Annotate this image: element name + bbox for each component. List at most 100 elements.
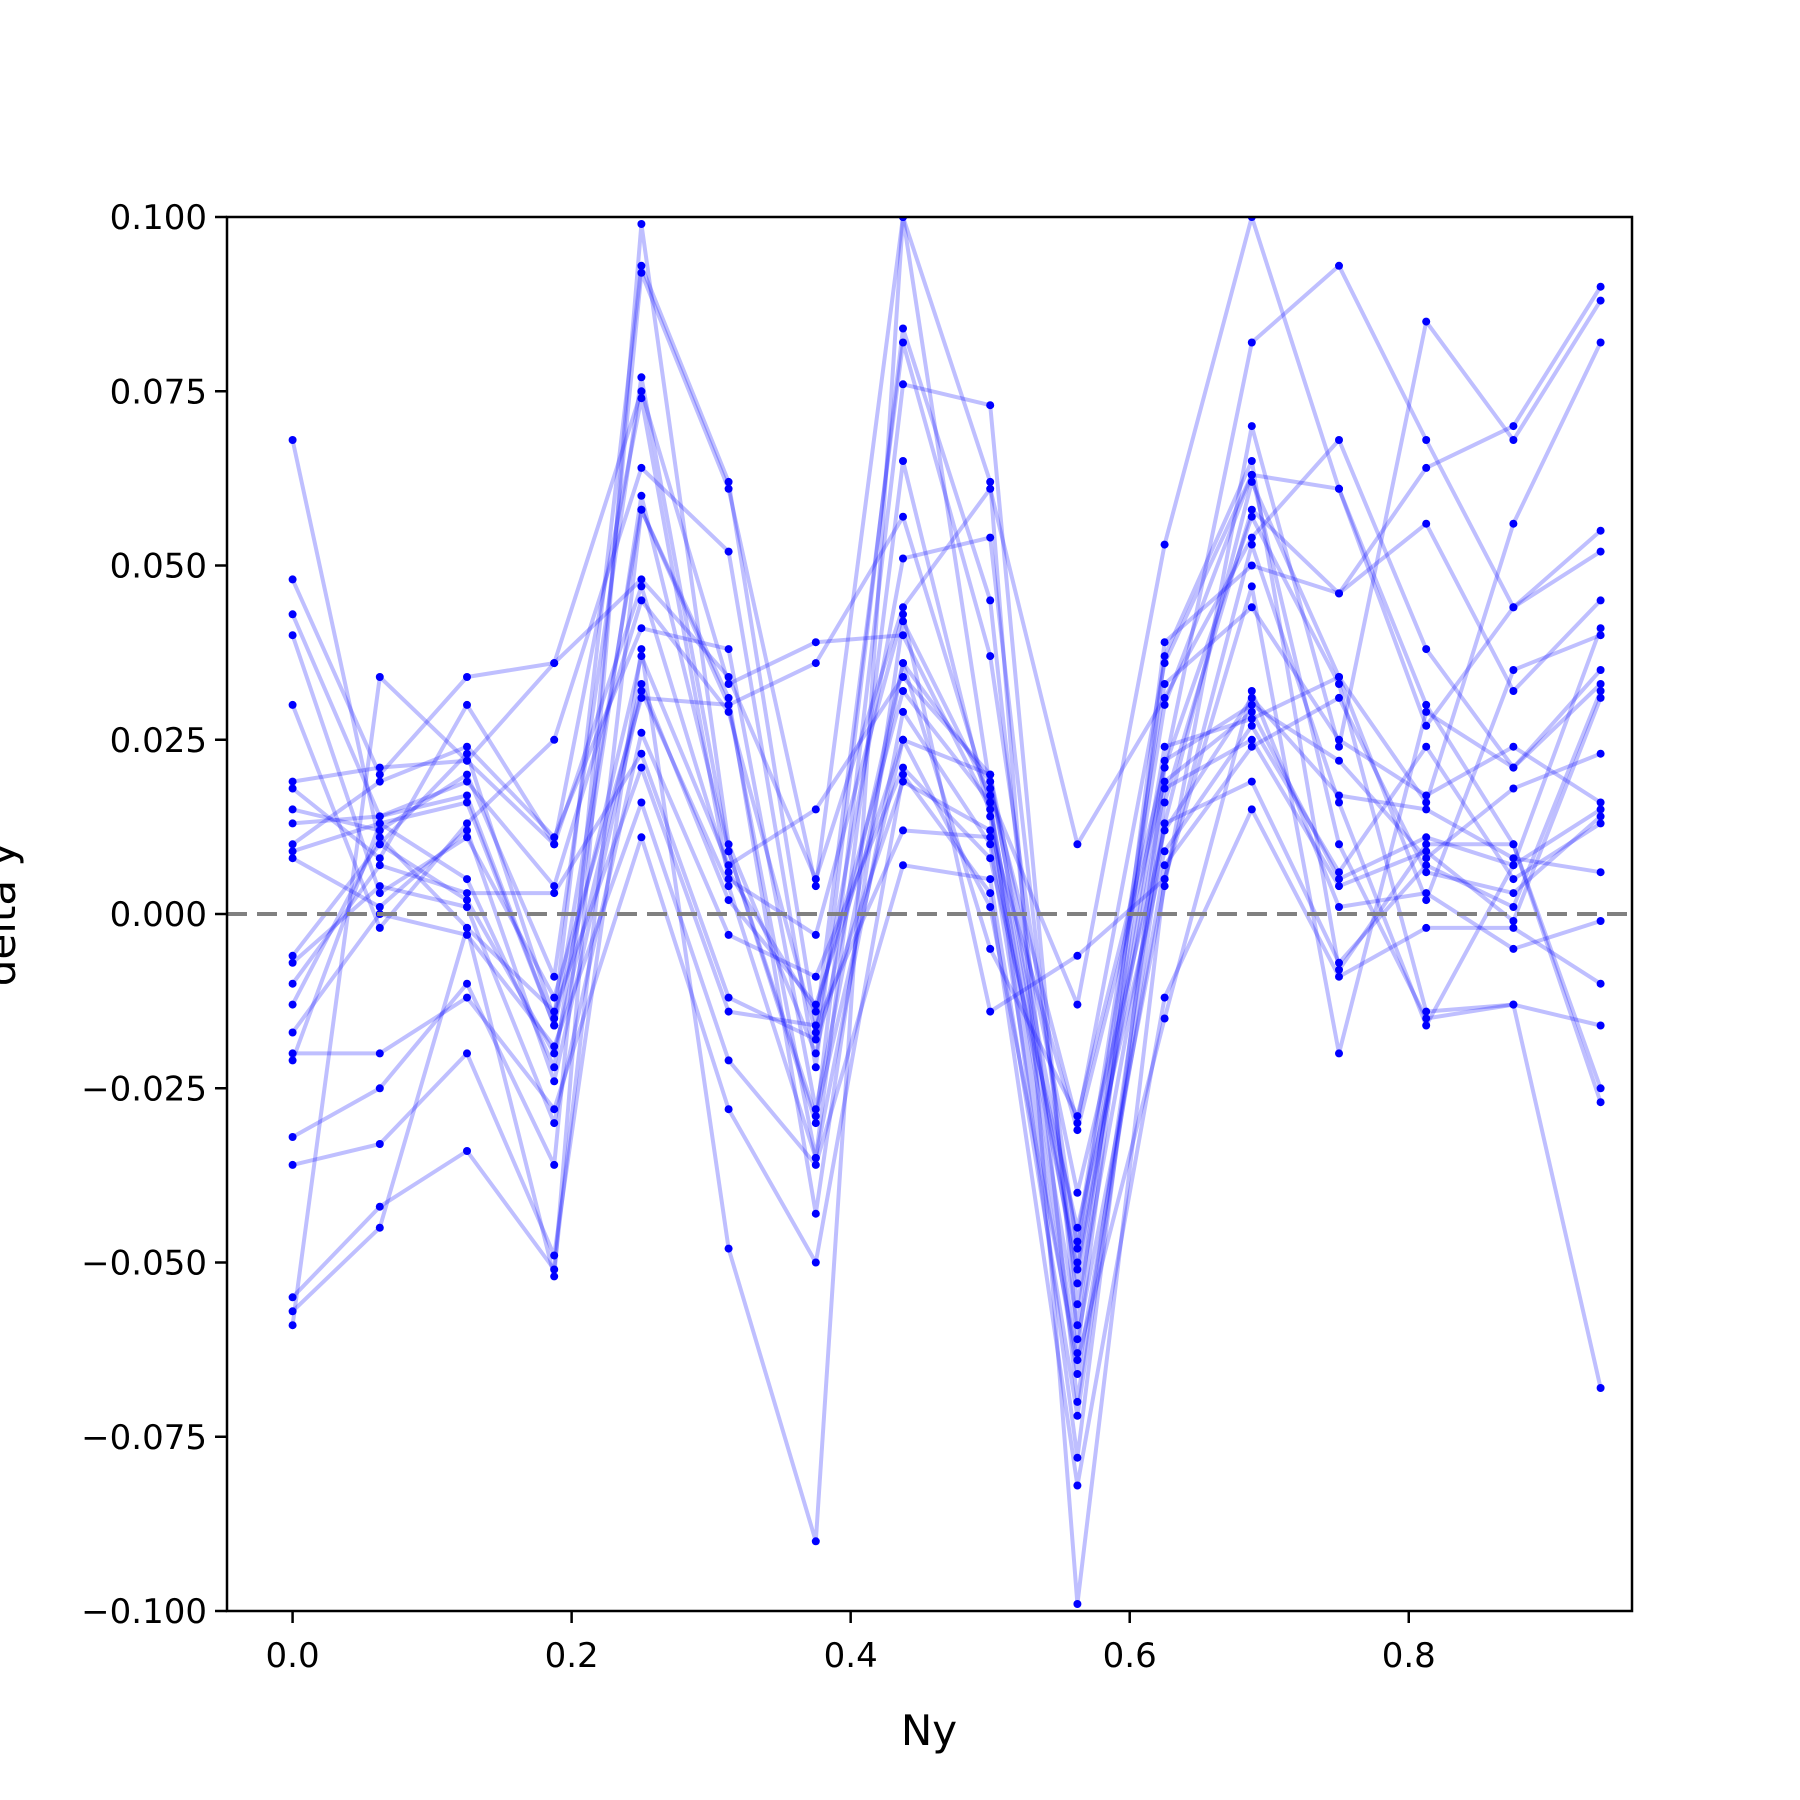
data-point	[1073, 1119, 1082, 1128]
data-point	[1073, 1356, 1082, 1365]
x-tick-label: 0.6	[1103, 1636, 1157, 1676]
data-point	[1509, 422, 1518, 431]
data-point	[1509, 944, 1518, 953]
data-point	[288, 700, 297, 709]
data-point	[1596, 812, 1605, 821]
data-point	[724, 680, 733, 688]
data-point	[1160, 847, 1169, 856]
data-point	[724, 484, 733, 493]
data-point	[1596, 526, 1605, 535]
data-point	[1160, 700, 1169, 709]
x-tick-label: 0.0	[266, 1636, 320, 1676]
data-point	[1073, 1112, 1082, 1121]
series-line	[290, 326, 1603, 1404]
x-tick-label: 0.8	[1382, 1636, 1436, 1676]
data-point	[1160, 756, 1169, 765]
data-point	[1509, 603, 1518, 612]
data-point	[1160, 540, 1169, 549]
data-point	[986, 944, 995, 953]
data-point	[1422, 896, 1431, 905]
series-18	[288, 770, 1605, 1490]
data-point	[1160, 680, 1169, 688]
data-point	[550, 882, 559, 891]
data-point	[288, 979, 297, 988]
data-point	[724, 693, 733, 702]
data-point	[1422, 791, 1431, 800]
data-point	[1247, 505, 1256, 514]
data-point	[986, 401, 995, 410]
data-point	[463, 791, 471, 800]
y-tick-label: −0.025	[81, 1069, 207, 1109]
data-point	[1160, 826, 1169, 835]
data-point	[463, 889, 471, 898]
data-point	[724, 993, 733, 1002]
data-point	[899, 617, 907, 626]
data-point	[1509, 917, 1518, 925]
data-point	[288, 1321, 297, 1330]
data-point	[1422, 889, 1431, 898]
series-line	[291, 222, 1602, 1313]
data-point	[1335, 965, 1343, 974]
data-point	[1596, 917, 1605, 925]
data-point	[375, 777, 384, 786]
data-point	[463, 1147, 471, 1155]
series-19	[288, 491, 1605, 1365]
data-point	[724, 477, 733, 486]
data-point	[637, 798, 646, 807]
data-point	[1160, 659, 1169, 668]
data-point	[1160, 882, 1169, 891]
data-point	[288, 631, 297, 640]
data-point	[1422, 854, 1431, 863]
data-point	[811, 1028, 820, 1037]
data-point	[1335, 693, 1343, 702]
data-point	[986, 596, 995, 605]
data-point	[724, 1105, 733, 1114]
data-point	[637, 680, 646, 688]
data-point	[724, 707, 733, 716]
data-point	[811, 1063, 820, 1072]
data-point	[463, 979, 471, 988]
data-point	[1247, 477, 1256, 486]
data-point	[1596, 282, 1605, 291]
series-line	[292, 438, 1603, 882]
data-point	[724, 930, 733, 939]
data-point	[1596, 296, 1605, 305]
data-point	[463, 896, 471, 905]
data-point	[1160, 638, 1169, 647]
data-point	[463, 923, 471, 932]
data-point	[288, 436, 297, 444]
data-point	[637, 220, 646, 228]
data-point	[1247, 700, 1256, 709]
data-point	[550, 1063, 559, 1072]
data-point	[1422, 742, 1431, 751]
data-point	[1073, 1223, 1082, 1232]
data-point	[463, 903, 471, 911]
data-point	[1073, 1265, 1082, 1274]
data-point	[1596, 680, 1605, 688]
data-point	[899, 457, 907, 465]
data-point	[637, 463, 646, 472]
data-point	[1422, 700, 1431, 709]
data-point	[637, 491, 646, 500]
data-point	[811, 805, 820, 814]
data-point	[637, 596, 646, 605]
data-point	[288, 958, 297, 967]
data-point	[986, 652, 995, 661]
data-point	[1073, 1349, 1082, 1358]
data-point	[288, 1028, 297, 1037]
data-point	[463, 819, 471, 828]
data-point	[463, 875, 471, 884]
data-point	[637, 268, 646, 277]
data-point	[1335, 735, 1343, 744]
data-point	[1073, 1481, 1082, 1490]
data-point	[1335, 261, 1343, 270]
data-point	[637, 728, 646, 737]
data-point	[1422, 645, 1431, 654]
data-point	[463, 833, 471, 842]
series-line	[290, 709, 1602, 1133]
data-point	[550, 840, 559, 849]
data-point	[375, 826, 384, 835]
data-point	[288, 1307, 297, 1316]
data-point	[550, 659, 559, 668]
